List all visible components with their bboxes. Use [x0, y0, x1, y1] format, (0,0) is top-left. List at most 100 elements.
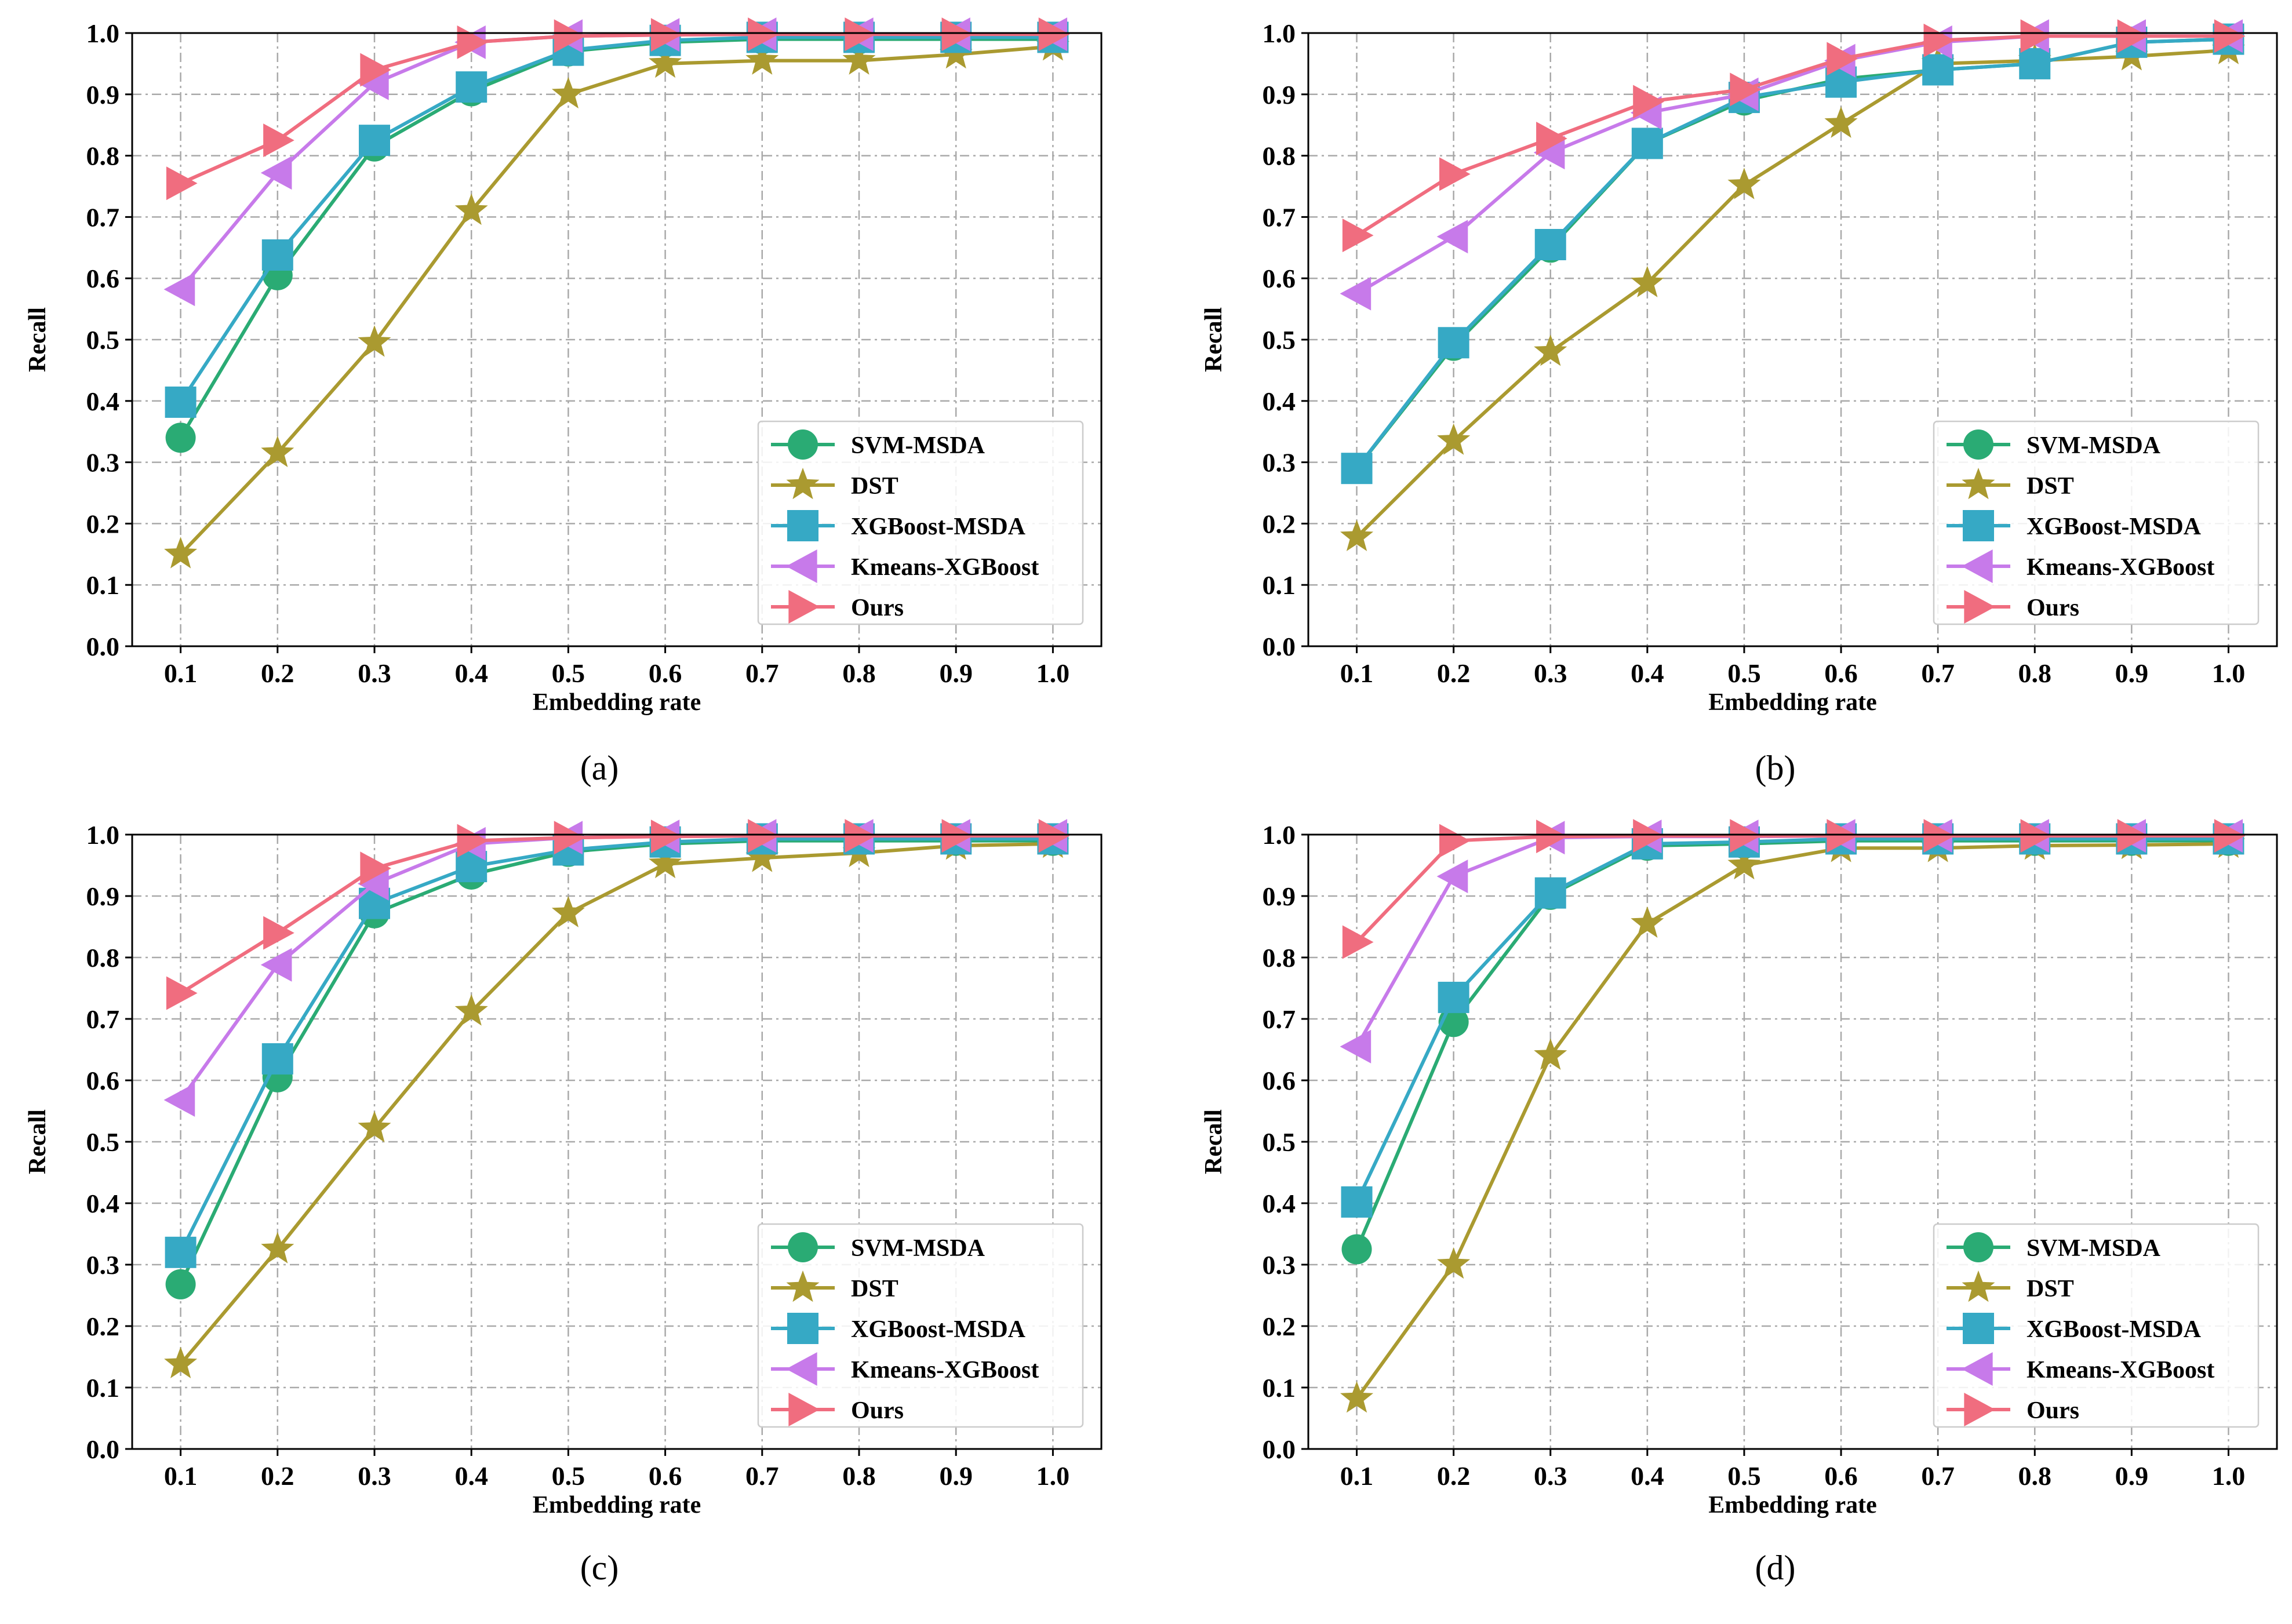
legend-label: XGBoost-MSDA	[851, 1316, 1026, 1343]
legend-box	[757, 1223, 1084, 1428]
data-point	[163, 272, 195, 307]
y-axis-label: Recall	[24, 1109, 51, 1174]
panel-caption: (b)	[1755, 749, 1796, 787]
legend-label: DST	[851, 473, 898, 500]
data-point	[2019, 48, 2051, 79]
series-svm-msda	[1341, 825, 2244, 1265]
data-point	[1534, 334, 1567, 366]
grid	[132, 835, 1101, 1449]
data-point	[165, 1269, 196, 1299]
x-axis-label: Embedding rate	[1708, 689, 1877, 716]
legend-entry-dst: DST	[771, 1270, 898, 1302]
data-point	[260, 948, 292, 982]
legend-entry-ours: Ours	[1947, 1393, 2079, 1426]
data-point	[166, 166, 198, 201]
y-tick-label: 0.6	[86, 1066, 120, 1095]
x-axis-label: Embedding rate	[533, 1492, 701, 1519]
data-point	[359, 125, 390, 156]
data-point	[748, 819, 779, 853]
legend-entry-xgboost-msda: XGBoost-MSDA	[1947, 1313, 2202, 1344]
legend-label: DST	[2027, 1276, 2074, 1302]
series-xgboost-msda	[1341, 23, 2244, 485]
y-tick-label: 0.0	[1263, 632, 1296, 661]
legend-label: SVM-MSDA	[2027, 1235, 2161, 1262]
x-tick-label: 0.2	[261, 1461, 294, 1491]
data-point	[358, 866, 389, 901]
y-tick-label: 0.8	[1263, 141, 1296, 171]
data-point	[845, 17, 876, 52]
data-point	[261, 1232, 294, 1263]
y-tick-label: 0.8	[1263, 943, 1296, 973]
data-point	[456, 71, 487, 103]
panel-caption: (c)	[580, 1549, 619, 1587]
data-point	[454, 994, 488, 1026]
data-point	[358, 325, 391, 357]
legend-label: XGBoost-MSDA	[2027, 1316, 2202, 1343]
data-point	[165, 423, 196, 453]
data-point	[1340, 276, 1371, 311]
series-line	[179, 842, 1053, 1366]
data-point	[1341, 1234, 1372, 1265]
data-point	[1534, 1038, 1567, 1070]
x-tick-label: 0.3	[358, 1461, 391, 1491]
y-tick-label: 0.1	[86, 570, 120, 600]
y-tick-label: 0.9	[1263, 882, 1296, 911]
y-tick-label: 0.0	[86, 632, 120, 661]
plot-frame	[131, 833, 1103, 1450]
legend-label: DST	[851, 1276, 898, 1302]
legend-entry-svm-msda: SVM-MSDA	[771, 429, 985, 460]
legend-entry-dst: DST	[1947, 468, 2074, 500]
y-tick-label: 0.9	[86, 882, 120, 911]
x-tick-label: 0.6	[649, 658, 682, 688]
data-point	[2020, 819, 2052, 853]
legend-box	[757, 420, 1084, 625]
series-line	[1355, 37, 2229, 470]
x-tick-label: 0.5	[552, 658, 585, 688]
x-tick-label: 0.4	[454, 658, 488, 688]
data-point	[1730, 72, 1761, 107]
data-point	[1827, 42, 1858, 76]
data-point	[261, 1043, 293, 1075]
series-line	[1355, 34, 2229, 237]
legend-entry-svm-msda: SVM-MSDA	[1947, 1232, 2161, 1262]
data-point	[1341, 1186, 1373, 1218]
series-xgboost-msda	[1341, 823, 2244, 1218]
y-tick-label: 0.3	[86, 1250, 120, 1280]
chart-panel-1: 0.1 0.2 0.3 0.4 0.5 0.6 0.7 0.8 0.9 1.0 0.0 0.1 0.2 0…	[24, 17, 1103, 787]
series-line	[1355, 842, 2229, 1400]
plot-frame	[131, 32, 1103, 647]
x-tick-label: 1.0	[2212, 658, 2246, 688]
data-point	[2117, 19, 2149, 53]
x-tick-label: 0.8	[2018, 1461, 2052, 1491]
data-point	[261, 239, 293, 271]
y-tick-label: 0.9	[1263, 80, 1296, 110]
series-line	[179, 35, 1053, 403]
legend-box	[1933, 1223, 2260, 1428]
x-tick-label: 0.3	[1534, 658, 1567, 688]
data-point	[551, 77, 585, 109]
x-tick-label: 1.0	[1036, 1461, 1070, 1491]
data-point	[1437, 1247, 1471, 1279]
chart-panel-4: 0.1 0.2 0.3 0.4 0.5 0.6 0.7 0.8 0.9 1.0 0.0 0.1 0.2 0…	[1200, 819, 2278, 1587]
series-ours	[1342, 19, 2246, 253]
data-point	[941, 17, 973, 52]
data-point	[1730, 819, 1761, 853]
data-point	[2020, 19, 2052, 53]
grid	[1308, 835, 2277, 1449]
x-tick-label: 0.9	[2115, 658, 2149, 688]
data-point	[163, 1083, 195, 1117]
data-point	[1439, 157, 1471, 191]
data-point	[1727, 168, 1761, 199]
legend-marker	[786, 549, 817, 583]
data-point	[1341, 453, 1373, 485]
y-tick-label: 0.6	[86, 264, 120, 293]
y-tick-label: 0.7	[1263, 202, 1296, 232]
series-line	[1355, 834, 2229, 1048]
data-point	[165, 1236, 197, 1268]
y-tick-label: 0.6	[1263, 264, 1296, 293]
legend-label: DST	[2027, 473, 2074, 500]
legend: SVM-MSDA DST XGBoost-MSDA Kmeans-XGBoost Our…	[1933, 420, 2260, 625]
plot-frame	[1307, 32, 2278, 647]
legend-entry-ours: Ours	[771, 590, 904, 624]
legend: SVM-MSDA DST XGBoost-MSDA Kmeans-XGBoost Our…	[757, 420, 1084, 625]
